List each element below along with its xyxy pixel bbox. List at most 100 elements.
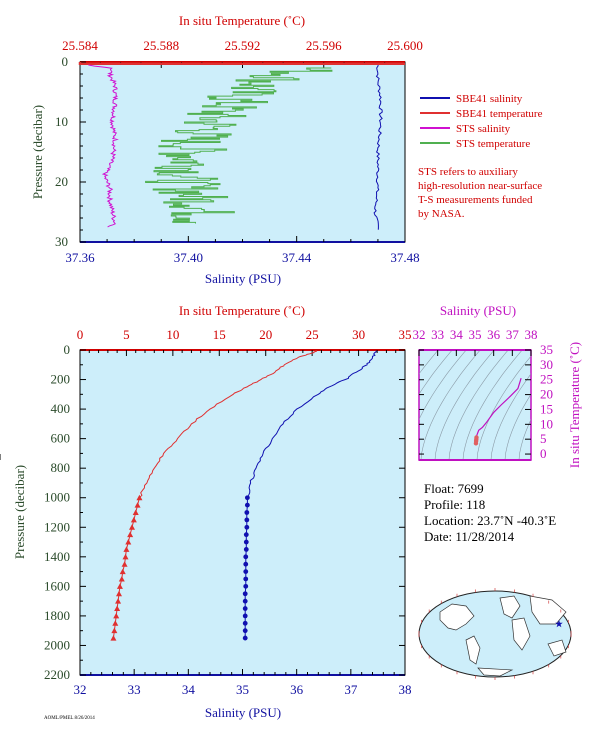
main-pressure-tick-label: 800: [51, 460, 71, 475]
main-temp-tick-label: 15: [213, 327, 226, 342]
main-sal-axis-title: Salinity (PSU): [205, 705, 281, 720]
main-salinity-marker: [244, 502, 250, 508]
main-temp-tick-label: 10: [166, 327, 179, 342]
ts-density-contour: [420, 350, 481, 460]
top-pressure-tick-label: 0: [62, 54, 69, 69]
info-profile: Profile: 118: [424, 497, 485, 512]
main-pressure-tick-label: 1800: [44, 608, 70, 623]
main-salinity-marker: [243, 547, 249, 552]
ts-sal-tick-label: 38: [525, 327, 538, 342]
legend-label: SBE41 salinity: [456, 93, 523, 105]
top-pressure-tick-label: 30: [55, 234, 68, 249]
main-temperature-marker: [121, 561, 128, 567]
main-pressure-ticks: 0 200 400 600 800 1000 1200 1400 1600 1800 2000 220…: [44, 342, 405, 682]
main-sal-ticks: 32 33 34 35 36 37 38: [74, 669, 412, 697]
map-landmass: [511, 617, 531, 651]
info-float: Float: 7699: [424, 481, 484, 496]
main-temp-tick-label: 25: [306, 327, 319, 342]
main-salinity-marker: [243, 554, 249, 560]
footer-id: AOML/PMEL 8/26/2014: [44, 716, 95, 721]
main-pressure-axis-title: Pressure (decibar): [12, 465, 27, 559]
main-sal-tick-label: 36: [290, 682, 304, 697]
main-temperature-marker: [132, 509, 139, 515]
main-salinity-marker: [242, 635, 248, 641]
main-temperature-marker: [112, 620, 119, 626]
main-sal-tick-label: 37: [344, 682, 358, 697]
top-pressure-tick-label: 20: [55, 174, 68, 189]
main-salinity-marker: [243, 539, 249, 545]
main-series-group: [110, 350, 377, 641]
legend-label: STS salinity: [456, 123, 511, 135]
main-sal-tick-label: 33: [128, 682, 141, 697]
ts-temp-tick-label: 0: [540, 446, 547, 461]
main-sal-tick-label: 34: [182, 682, 196, 697]
top-pressure-axis-title: Pressure (decibar): [30, 105, 45, 199]
main-temperature-marker: [114, 605, 121, 612]
ts-temp-tick-label: 35: [540, 342, 553, 357]
main-salinity-marker: [244, 524, 250, 530]
main-salinity-marker: [244, 495, 250, 501]
main-sal-tick-label: 38: [399, 682, 412, 697]
ts-sal-tick-label: 35: [469, 327, 482, 342]
map-landmass: [529, 595, 567, 625]
main-temperature-marker: [115, 598, 122, 604]
main-temperature-marker: [136, 494, 143, 501]
top-series-line-sbe41-salinity: [373, 63, 383, 230]
top-sal-tick-label: 37.48: [390, 250, 419, 265]
legend-label: STS temperature: [456, 138, 530, 150]
main-temperature-marker: [125, 539, 132, 545]
main-salinity-marker: [242, 628, 248, 634]
main-pressure-tick-label: 0: [64, 342, 71, 357]
main-temp-ticks: 0 5 10 15 20 25 30 35: [77, 327, 412, 356]
ts-sal-tick-label: 32: [413, 327, 426, 342]
legend-note-line: T-S measurements funded: [418, 194, 533, 206]
ts-density-contour: [419, 350, 453, 395]
main-salinity-marker: [242, 606, 248, 611]
legend: SBE41 salinity SBE41 temperature STS salin…: [418, 93, 543, 220]
main-salinity-marker: [242, 591, 248, 597]
map-landmass: [465, 635, 481, 665]
world-map: [418, 588, 572, 680]
ts-density-contour: [462, 350, 523, 460]
ts-density-contour: [476, 355, 531, 460]
ts-sal-tick-label: 34: [450, 327, 464, 342]
main-pressure-tick-label: 600: [51, 431, 71, 446]
legend-note-line: by NASA.: [418, 208, 465, 220]
ts-sal-tick-label: 36: [487, 327, 501, 342]
ts-temp-axis-title: In situ Temperature (˚C): [567, 342, 582, 468]
top-sal-tick-label: 37.44: [282, 250, 312, 265]
top-temp-tick-label: 25.600: [387, 38, 423, 53]
ts-chart: Salinity (PSU) 32 33 34 35 36 37 38 0510152025…: [0, 303, 582, 468]
top-pressure-ticks: 0 10 20 30: [55, 54, 86, 249]
legend-label: SBE41 temperature: [456, 108, 543, 120]
main-salinity-marker: [242, 598, 248, 604]
main-temperature-marker: [134, 502, 141, 508]
main-temperature-marker: [119, 568, 126, 575]
main-salinity-marker: [243, 576, 249, 582]
ts-sal-axis-title: Salinity (PSU): [440, 303, 516, 318]
map-landmass: [499, 595, 521, 619]
ts-temp-tick-label: 10: [540, 416, 553, 431]
top-series-group: [78, 62, 405, 230]
ts-density-contour: [419, 350, 467, 421]
main-pressure-tick-label: 1200: [44, 519, 70, 534]
main-temp-tick-label: 35: [399, 327, 412, 342]
ts-density-contour: [490, 373, 531, 460]
top-sal-tick-label: 37.40: [174, 250, 203, 265]
main-temperature-marker: [127, 531, 134, 538]
top-series-line-sbe41-temperature: [78, 62, 405, 66]
legend-note-line: high-resolution near-surface: [418, 180, 542, 192]
main-salinity-marker: [244, 510, 250, 515]
top-sal-tick-label: 37.36: [65, 250, 95, 265]
float-info: Float: 7699 Profile: 118 Location: 23.7˚…: [424, 481, 556, 544]
main-temperature-marker: [129, 524, 135, 530]
top-sal-ticks: 37.36 37.40 37.44 37.48: [65, 236, 420, 265]
legend-note-line: STS refers to auxiliary: [418, 166, 518, 178]
main-temp-axis-title: In situ Temperature (˚C): [179, 303, 305, 318]
main-salinity-marker: [243, 583, 249, 589]
main-salinity-marker: [242, 620, 248, 626]
main-chart: In situ Temperature (˚C) 0 5 10 15 20 25 30 35 …: [12, 303, 412, 720]
map-landmass: [547, 639, 567, 657]
map-landmass: [439, 603, 475, 631]
